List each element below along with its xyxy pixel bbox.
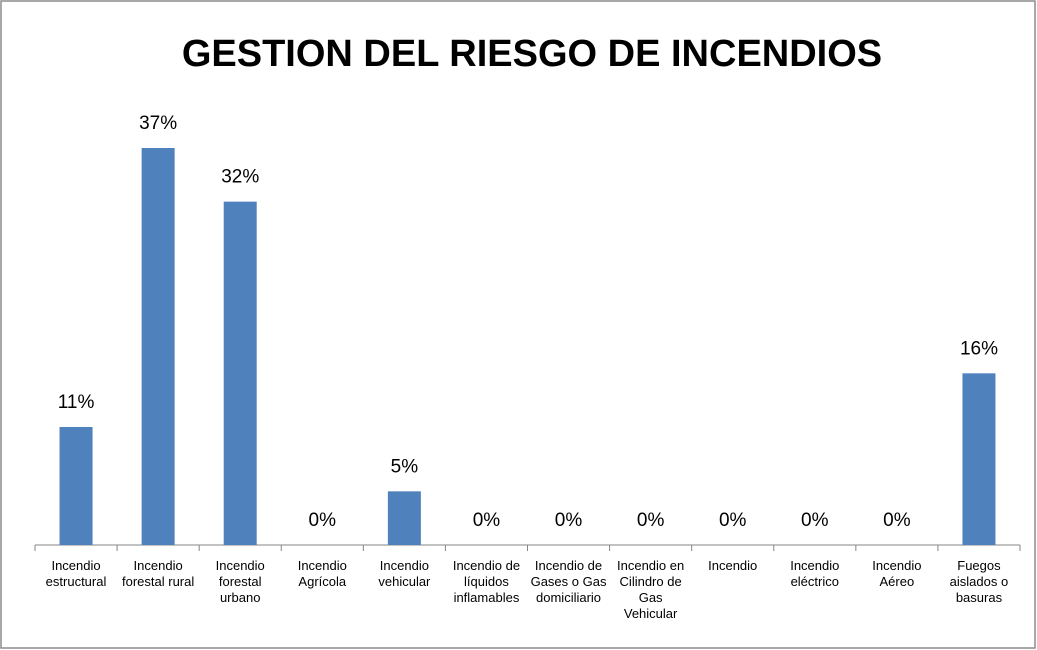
data-label: 0% — [883, 510, 911, 531]
data-label: 0% — [637, 510, 665, 531]
data-label: 11% — [58, 392, 95, 413]
bar — [59, 426, 93, 545]
x-tick-label: Incendio vehicular — [378, 558, 431, 589]
data-label: 0% — [719, 510, 747, 531]
x-tick-label: Incendio estructural — [45, 558, 107, 589]
x-tick-label: Incendio — [708, 558, 758, 573]
data-label: 0% — [555, 510, 583, 531]
bar — [962, 373, 996, 545]
x-tick-label: Incendio en Cilindro de Gas Vehicular — [617, 558, 685, 621]
bar — [387, 491, 421, 545]
x-tick-label: Incendio eléctrico — [790, 558, 840, 589]
data-label: 0% — [801, 510, 829, 531]
x-tick-label: Incendio Agrícola — [297, 558, 347, 589]
data-label: 37% — [139, 113, 177, 134]
bar — [223, 201, 257, 545]
x-tick-label: Incendio de líquidos inflamables — [452, 558, 521, 605]
data-label: 0% — [309, 510, 337, 531]
x-tick-label: Incendio de Gases o Gas domiciliario — [530, 558, 607, 605]
data-label: 16% — [960, 338, 998, 359]
bar — [141, 148, 175, 545]
data-label: 0% — [473, 510, 501, 531]
x-tick-label: Incendio forestal urbano — [215, 558, 265, 605]
data-label: 5% — [391, 456, 419, 477]
data-label: 32% — [221, 167, 259, 188]
x-tick-label: Fuegos aislados o basuras — [949, 558, 1009, 605]
chart-title: GESTION DEL RIESGO DE INCENDIOS — [182, 33, 882, 75]
x-tick-label: Incendio forestal rural — [122, 558, 195, 589]
x-tick-label: Incendio Aéreo — [872, 558, 922, 589]
